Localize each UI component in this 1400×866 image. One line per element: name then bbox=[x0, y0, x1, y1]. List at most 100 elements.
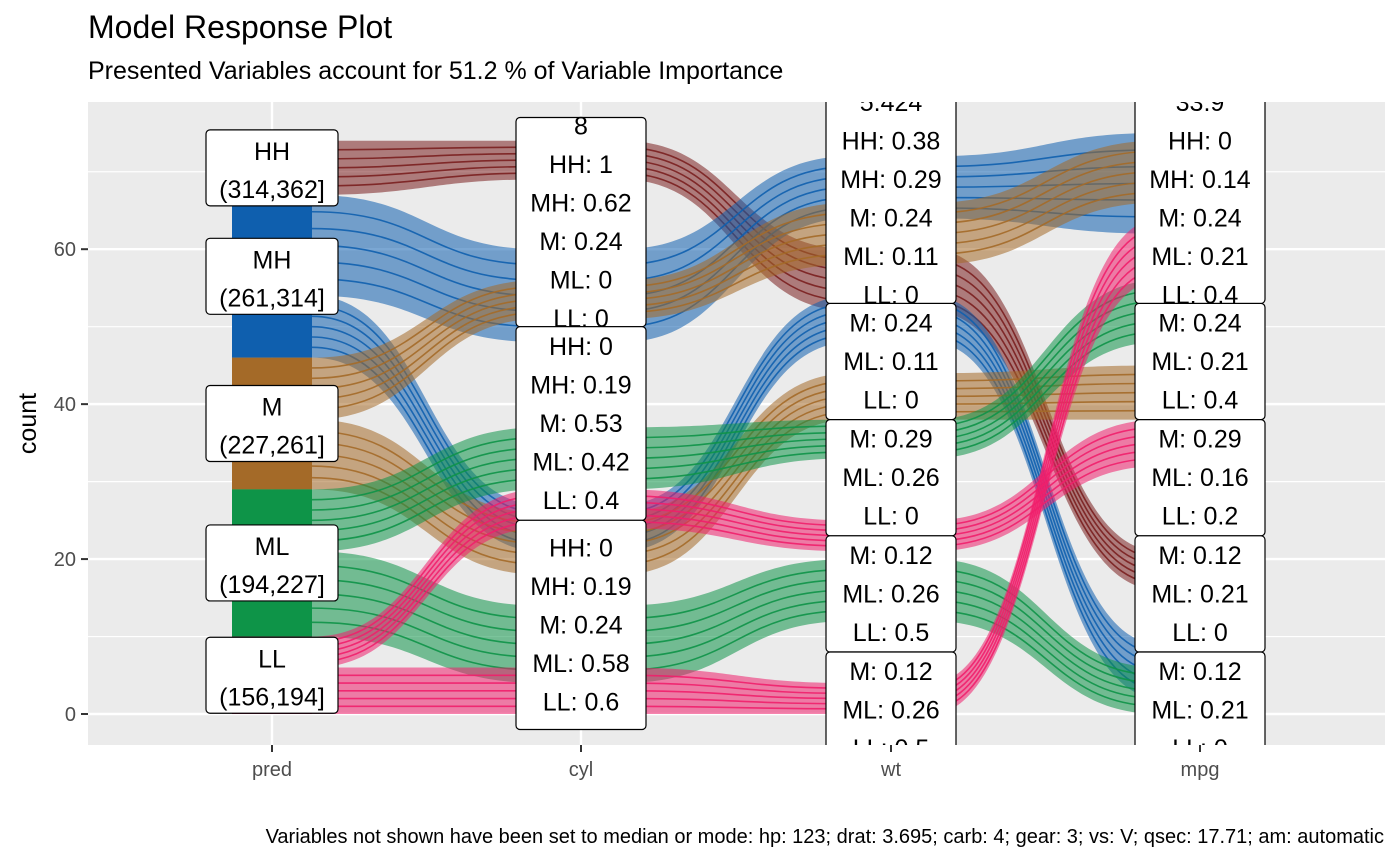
label-line: LL: 0 bbox=[863, 503, 919, 531]
cyl-label-1: HH: 0 MH: 0.19 M: 0.53 ML: 0.42 LL: 0.4 bbox=[515, 326, 647, 521]
label-line: MH: 0.62 bbox=[530, 189, 631, 217]
x-tick-label: pred bbox=[252, 759, 292, 781]
pred-label-ll: LL (156,194] bbox=[205, 636, 339, 714]
chart-title: Model Response Plot bbox=[88, 9, 393, 45]
y-tick-label: 60 bbox=[54, 239, 76, 261]
flow-line bbox=[232, 165, 1240, 281]
cyl-label-2: HH: 0 MH: 0.19 M: 0.24 ML: 0.58 LL: 0.6 bbox=[515, 519, 647, 731]
flow-line bbox=[232, 181, 1240, 400]
x-tick-label: mpg bbox=[1181, 759, 1220, 781]
label-line: ML: 0.58 bbox=[532, 650, 629, 678]
flow-line bbox=[232, 325, 1240, 682]
label-line: (227,261] bbox=[219, 432, 325, 460]
label-line: M: 0.24 bbox=[849, 205, 932, 233]
label-line: LL: 0.6 bbox=[543, 688, 619, 716]
pred-label-ml: ML (194,227] bbox=[205, 524, 339, 602]
x-tick-label: wt bbox=[880, 759, 901, 781]
flow-ML-5 bbox=[232, 280, 1240, 552]
mpg-label-1: M: 0.24 ML: 0.21 LL: 0.4 bbox=[1134, 302, 1266, 421]
flow-line bbox=[232, 289, 1240, 501]
flow-line bbox=[232, 578, 1240, 684]
label-line: ML: 0.26 bbox=[842, 580, 939, 608]
label-line: (314,362] bbox=[219, 176, 325, 204]
flow-line bbox=[232, 609, 1240, 708]
axes: 0 20 40 60 pred cyl wt mpg count bbox=[14, 239, 1219, 781]
label-line: M: 0.24 bbox=[1158, 205, 1241, 233]
label-box bbox=[825, 651, 957, 745]
flow-line bbox=[232, 258, 1240, 705]
flow-line bbox=[232, 331, 1240, 542]
flow-line bbox=[232, 302, 1240, 655]
flow-ribbon bbox=[232, 140, 1240, 420]
label-line: 33.9 bbox=[1176, 89, 1225, 117]
flow-line bbox=[232, 148, 1240, 266]
pred-label-hh: HH (314,362] bbox=[205, 129, 339, 207]
mpg-label-3: M: 0.12 ML: 0.21 LL: 0 bbox=[1134, 535, 1266, 653]
label-line: M bbox=[262, 394, 283, 422]
label-line: LL: 0 bbox=[1172, 735, 1228, 763]
label-line: ML: 0 bbox=[550, 266, 613, 294]
y-tick-label: 20 bbox=[54, 549, 76, 571]
label-line: ML: 0.16 bbox=[1151, 464, 1248, 492]
label-line: M: 0.24 bbox=[539, 228, 622, 256]
wt-label-2: M: 0.29 ML: 0.26 LL: 0 bbox=[825, 419, 957, 537]
label-line: MH: 0.19 bbox=[530, 573, 631, 601]
flow-line bbox=[232, 269, 1240, 710]
label-line: LL: 0.4 bbox=[543, 487, 620, 515]
y-tick-label: 40 bbox=[54, 394, 76, 416]
y-axis-label: count bbox=[14, 393, 42, 454]
label-box bbox=[1134, 102, 1266, 305]
y-tick-label: 0 bbox=[65, 704, 76, 726]
flow-line bbox=[232, 191, 1240, 411]
wt-label-4: M: 0.12 ML: 0.26 LL: 0.5 bbox=[825, 651, 957, 745]
label-line: M: 0.24 bbox=[849, 309, 932, 337]
label-box bbox=[205, 129, 339, 207]
label-line: ML: 0.26 bbox=[842, 464, 939, 492]
label-line: LL: 0 bbox=[1172, 619, 1228, 647]
label-line: M: 0.53 bbox=[539, 410, 622, 438]
label-line: MH: 0.29 bbox=[840, 166, 941, 194]
label-line: ML: 0.21 bbox=[1151, 697, 1248, 725]
label-line: MH: 0.19 bbox=[530, 371, 631, 399]
label-line: ML: 0.21 bbox=[1151, 243, 1248, 271]
flow-line bbox=[232, 449, 1240, 659]
label-line: (261,314] bbox=[219, 284, 325, 312]
label-line: M: 0.24 bbox=[539, 611, 622, 639]
label-line: M: 0.24 bbox=[1158, 309, 1241, 337]
label-line: M: 0.12 bbox=[849, 542, 932, 570]
label-line: LL: 0.2 bbox=[1162, 503, 1238, 531]
label-box bbox=[515, 519, 647, 731]
label-box bbox=[205, 636, 339, 714]
x-tick-label: cyl bbox=[569, 759, 593, 781]
label-line: (156,194] bbox=[219, 683, 325, 711]
mpg-label-2: M: 0.29 ML: 0.16 LL: 0.2 bbox=[1134, 419, 1266, 537]
wt-label-3: M: 0.12 ML: 0.26 LL: 0.5 bbox=[825, 535, 957, 653]
mpg-label-4: M: 0.12 ML: 0.21 LL: 0 bbox=[1134, 651, 1266, 763]
label-line: ML: 0.26 bbox=[842, 697, 939, 725]
label-line: M: 0.12 bbox=[1158, 542, 1241, 570]
flow-ribbon bbox=[232, 280, 1240, 552]
label-line: LL bbox=[258, 645, 286, 673]
label-line: ML: 0.21 bbox=[1151, 580, 1248, 608]
label-box bbox=[515, 116, 647, 328]
pred-label-m: M (227,261] bbox=[205, 384, 339, 463]
label-line: M: 0.12 bbox=[849, 658, 932, 686]
label-line: ML: 0.42 bbox=[532, 448, 629, 476]
wt-label-1: M: 0.24 ML: 0.11 LL: 0 bbox=[825, 302, 957, 421]
label-line: HH: 0 bbox=[549, 333, 613, 361]
flow-line bbox=[232, 333, 1240, 691]
flow-line bbox=[232, 227, 1240, 689]
label-line: HH: 0 bbox=[1168, 128, 1232, 156]
chart-caption: Variables not shown have been set to med… bbox=[265, 826, 1384, 848]
flow-line bbox=[232, 150, 1240, 369]
label-line: ML bbox=[255, 533, 290, 561]
flow-line bbox=[232, 310, 1240, 664]
label-line: HH bbox=[254, 138, 290, 166]
label-line: LL: 0 bbox=[863, 386, 919, 414]
label-line: (194,227] bbox=[219, 571, 325, 599]
label-line: M: 0.29 bbox=[849, 426, 932, 454]
label-line: MH bbox=[253, 246, 292, 274]
label-box bbox=[205, 237, 339, 315]
label-line: 5.424 bbox=[860, 89, 923, 117]
